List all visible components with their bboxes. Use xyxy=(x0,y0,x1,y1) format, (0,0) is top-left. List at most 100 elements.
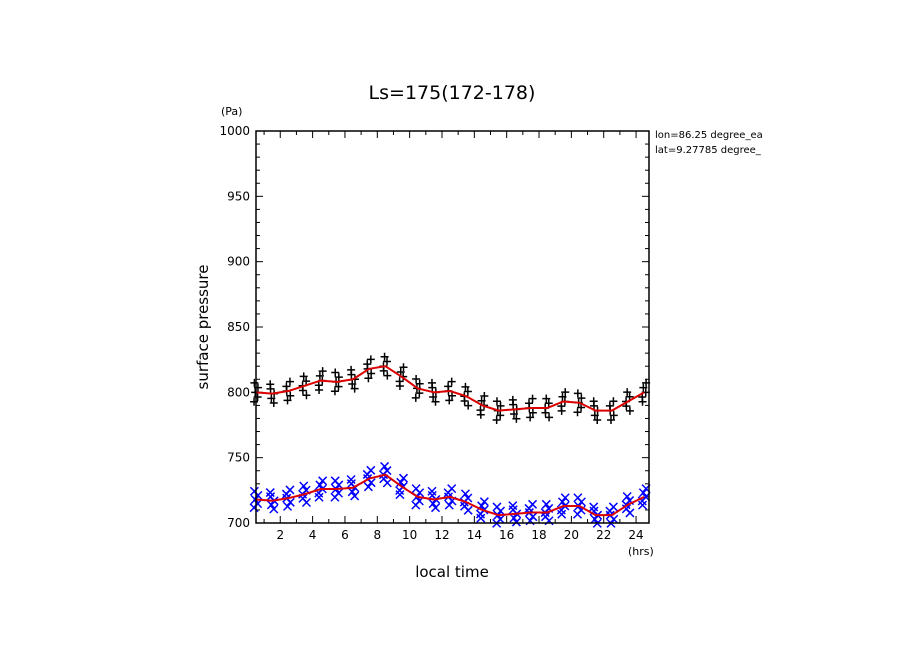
plus-marker xyxy=(315,371,324,380)
plus-marker xyxy=(330,387,339,396)
plus-marker xyxy=(286,391,295,400)
series-mean-line xyxy=(255,365,645,412)
plus-marker xyxy=(542,394,551,403)
plus-marker xyxy=(606,416,615,425)
plus-marker xyxy=(282,382,291,391)
plus-marker xyxy=(347,365,356,374)
plus-marker xyxy=(285,377,294,386)
mean-lines xyxy=(255,365,645,517)
plus-marker xyxy=(492,416,501,425)
x-marker xyxy=(430,503,441,513)
x-marker xyxy=(249,486,259,496)
plus-marker xyxy=(429,393,438,402)
plus-marker xyxy=(412,375,421,384)
x-marker xyxy=(318,476,328,486)
plus-marker xyxy=(427,378,436,387)
plus-marker xyxy=(364,374,373,383)
y-tick-label: 950 xyxy=(227,189,250,203)
y-unit-label: (Pa) xyxy=(221,105,242,118)
x-tick-label: 6 xyxy=(341,528,349,542)
y-tick-label: 700 xyxy=(227,516,250,530)
plus-marker xyxy=(334,373,343,382)
x-marker xyxy=(509,513,519,523)
x-marker xyxy=(589,502,599,512)
plus-marker xyxy=(557,402,566,411)
x-tick-label: 14 xyxy=(467,528,482,542)
x-marker xyxy=(560,493,570,503)
plus-marker xyxy=(476,406,485,415)
plus-marker xyxy=(350,384,359,393)
plus-marker xyxy=(477,396,486,405)
plus-marker xyxy=(395,377,404,386)
plus-marker xyxy=(399,363,408,372)
axis-ticks xyxy=(256,130,649,524)
x-marker xyxy=(346,474,356,485)
plus-marker xyxy=(590,411,599,420)
plus-marker xyxy=(496,411,505,420)
annotation-lat: lat=9.27785 degree_ xyxy=(655,145,762,156)
plus-marker xyxy=(367,369,376,378)
plus-marker xyxy=(431,397,440,406)
plus-marker xyxy=(589,397,598,406)
plus-marker xyxy=(558,392,567,401)
plot-frame xyxy=(255,130,650,524)
x-marker xyxy=(541,499,551,509)
x-tick-label: 12 xyxy=(434,528,449,542)
plus-marker xyxy=(444,382,453,391)
plus-marker xyxy=(464,401,473,410)
x-marker xyxy=(444,500,454,510)
plus-marker xyxy=(609,411,618,420)
plus-marker xyxy=(348,379,357,388)
x-marker xyxy=(608,502,618,512)
plus-marker xyxy=(383,371,392,380)
x-marker xyxy=(528,499,538,509)
plus-marker xyxy=(363,360,372,369)
plus-marker xyxy=(415,379,424,388)
y-tick-label: 1000 xyxy=(219,124,250,138)
plus-marker xyxy=(528,394,537,403)
x-marker xyxy=(427,486,437,496)
plus-marker xyxy=(526,413,535,422)
plus-marker xyxy=(609,397,618,406)
plus-marker xyxy=(447,377,456,386)
plus-marker xyxy=(461,382,470,391)
plus-marker xyxy=(314,381,323,390)
x-marker xyxy=(557,497,568,507)
plus-marker xyxy=(623,388,632,397)
x-marker xyxy=(479,497,489,507)
x-marker xyxy=(330,476,340,486)
plus-marker xyxy=(445,396,454,405)
plus-marker xyxy=(545,413,554,422)
plus-marker xyxy=(331,368,340,377)
plus-marker xyxy=(625,406,634,415)
plus-marker xyxy=(415,389,424,398)
plus-marker xyxy=(250,397,259,406)
plus-marker xyxy=(253,393,262,402)
axis-tick-labels: 2 4 6 8 10 12 14 16 18 20 22 2470075080085090095010… xyxy=(219,124,643,542)
x-marker xyxy=(299,481,309,491)
plus-marker xyxy=(396,367,405,376)
x-marker xyxy=(283,501,293,511)
plus-marker xyxy=(492,397,501,406)
x-marker xyxy=(411,484,421,494)
x-marker xyxy=(266,500,276,510)
plus-marker xyxy=(448,391,457,400)
x-marker xyxy=(285,485,295,495)
plus-marker xyxy=(524,399,533,408)
plus-marker xyxy=(512,414,521,423)
plus-marker xyxy=(250,378,259,387)
plus-marker xyxy=(266,380,275,389)
x-marker xyxy=(460,489,470,499)
chart-title: Ls=175(172-178) xyxy=(369,82,536,104)
y-tick-label: 850 xyxy=(227,320,250,334)
x-marker xyxy=(463,493,473,503)
x-marker xyxy=(382,466,392,476)
x-marker xyxy=(573,493,583,503)
x-marker xyxy=(250,494,260,505)
y-axis-title: surface pressure xyxy=(194,265,212,390)
plus-marker xyxy=(509,410,518,419)
x-tick-label: 18 xyxy=(531,528,546,542)
plus-marker xyxy=(544,399,553,408)
plus-marker xyxy=(496,401,505,410)
